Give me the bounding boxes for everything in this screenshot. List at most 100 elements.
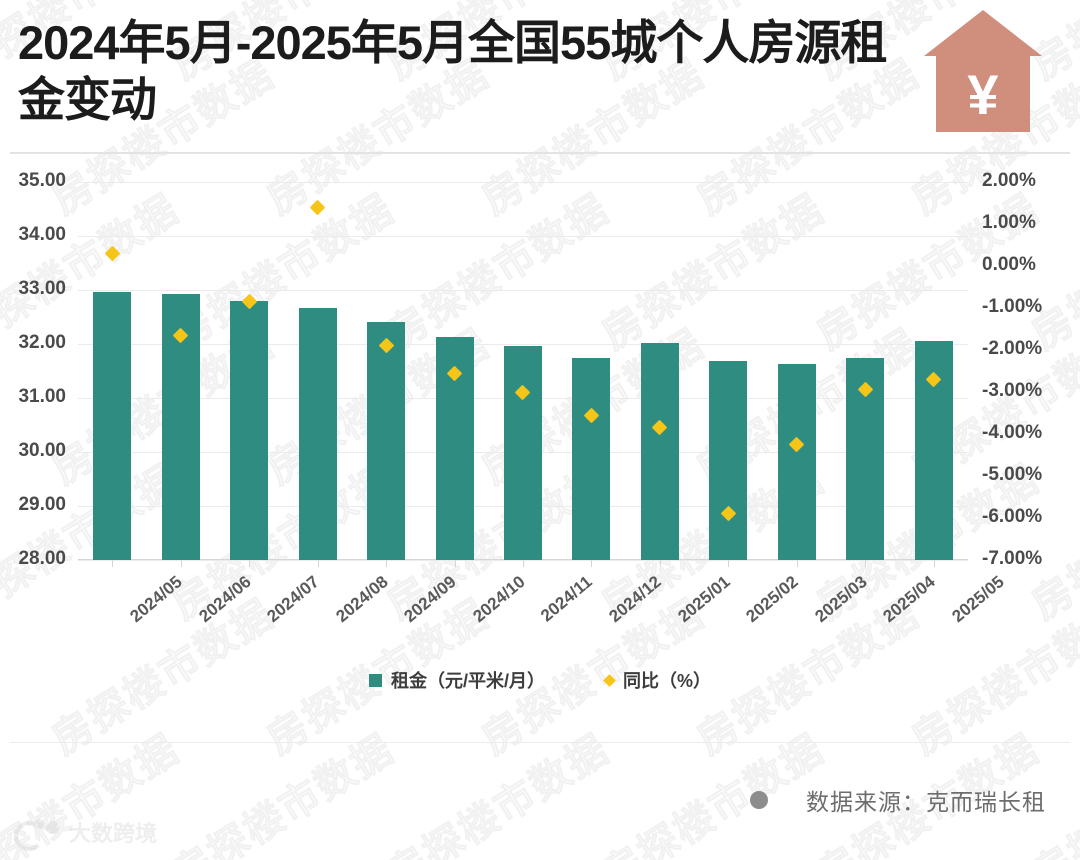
x-axis-tick	[728, 560, 730, 567]
chart-category-group: 2024/12	[557, 182, 665, 626]
brand-dot-small-icon	[34, 819, 44, 829]
chart-category-group: 2025/05	[900, 182, 1007, 626]
header: 2024年5月-2025年5月全国55城个人房源租金变动 ¥	[0, 0, 1080, 152]
x-axis-tick	[522, 560, 524, 567]
bar-rent[interactable]	[640, 342, 679, 560]
chart-category-group: 2025/04	[831, 182, 939, 626]
gridline	[78, 182, 968, 183]
y-axis-left-tick-label: 33.00	[18, 278, 66, 299]
y-axis-left-tick-label: 34.00	[18, 224, 66, 245]
chart-category-group: 2024/06	[146, 182, 254, 626]
y-axis-left-tick-label: 31.00	[18, 386, 66, 407]
x-axis-tick	[112, 560, 114, 567]
chart-category-group: 2024/07	[215, 182, 323, 626]
y-axis-right-tick-label: -3.00%	[982, 380, 1043, 401]
bullet-icon	[750, 791, 768, 809]
x-axis-tick	[933, 560, 935, 567]
data-source-text: 数据来源：克而瑞长租	[806, 789, 1046, 815]
x-axis-tick-label: 2025/04	[879, 572, 939, 627]
gridline	[78, 290, 968, 291]
watermark-text: 房探楼市数据	[164, 726, 402, 860]
x-axis-tick-label: 2025/01	[674, 572, 734, 627]
x-axis-tick	[865, 560, 867, 567]
y-axis-left-tick-label: 28.00	[18, 548, 66, 569]
chart-category-group: 2024/10	[420, 182, 528, 626]
series-group: 2024/05 2024/06 2024/07 2024/08 2024/09 2024/…	[78, 182, 1007, 626]
chart-category-group: 2025/03	[763, 182, 870, 626]
chart-legend: 租金（元/平米/月） 同比（%）	[0, 660, 1080, 700]
data-source: 数据来源：克而瑞长租	[750, 783, 1046, 817]
y-axis-right-tick-label: 2.00%	[982, 170, 1036, 191]
chart-category-group: 2025/02	[694, 182, 802, 626]
chart-category-group: 2024/05	[78, 182, 186, 626]
bar-rent[interactable]	[503, 345, 542, 560]
bar-rent[interactable]	[230, 300, 269, 560]
x-axis-tick-label: 2024/11	[537, 572, 596, 626]
x-axis-tick-label: 2025/02	[742, 572, 803, 627]
legend-label-rent: 租金（元/平米/月）	[390, 671, 545, 691]
x-axis-tick-label: 2024/09	[400, 572, 460, 627]
x-axis-tick	[591, 560, 593, 567]
footer-divider	[10, 742, 1070, 743]
y-axis-right-tick-label: -1.00%	[982, 296, 1043, 317]
plot-area: 28.00 29.00 30.00 31.00 32.00 33.00 34.00 35.00…	[18, 170, 1042, 626]
y-axis-right-tick-label: 1.00%	[982, 212, 1036, 233]
y-axis-right-tick-label: -6.00%	[982, 506, 1043, 527]
yen-glyph: ¥	[967, 63, 999, 126]
y-axis-left-tick-label: 30.00	[18, 440, 66, 461]
x-axis-tick	[796, 560, 798, 567]
x-axis-tick-label: 2024/10	[468, 572, 529, 627]
header-divider	[10, 152, 1070, 154]
chart-category-group: 2024/11	[489, 182, 596, 625]
bar-rent[interactable]	[298, 308, 337, 560]
point-yoy[interactable]	[104, 245, 120, 262]
legend-label-yoy: 同比（%）	[623, 671, 712, 691]
brand-name: 大数跨境	[69, 821, 158, 846]
gridline	[78, 236, 968, 237]
x-axis-tick	[249, 560, 251, 567]
brand-logo: 大数跨境	[14, 816, 158, 851]
y-axis-right-tick-label: -7.00%	[982, 548, 1043, 569]
y-axis-right-tick-label: -2.00%	[982, 338, 1043, 359]
legend-square-icon	[368, 673, 382, 687]
x-axis-tick	[180, 560, 182, 567]
brand-dot-large-icon	[46, 821, 59, 834]
x-axis-tick	[454, 560, 456, 567]
chart-category-group: 2024/09	[352, 182, 460, 626]
house-body-shape	[936, 55, 1030, 132]
x-axis-tick-label: 2024/12	[605, 572, 666, 627]
bar-rent[interactable]	[572, 357, 611, 560]
legend-item-yoy[interactable]: 同比（%）	[603, 667, 712, 693]
legend-diamond-icon	[603, 673, 616, 687]
bar-rent[interactable]	[93, 292, 132, 560]
rent-chart: 28.00 29.00 30.00 31.00 32.00 33.00 34.00 35.00…	[0, 160, 1080, 660]
x-axis-tick-label: 2024/08	[331, 572, 392, 627]
y-axis-left-tick-label: 32.00	[18, 332, 66, 353]
x-axis-tick-label: 2024/05	[126, 572, 186, 627]
x-axis-tick	[386, 560, 388, 567]
y-axis-right-tick-label: -5.00%	[982, 464, 1043, 485]
x-axis-tick-label: 2024/07	[263, 572, 323, 627]
chart-category-group: 2025/01	[626, 182, 734, 626]
y-axis-right-tick-label: -4.00%	[982, 422, 1043, 443]
y-axis-left-tick-label: 35.00	[18, 170, 66, 191]
bar-rent[interactable]	[709, 361, 748, 560]
watermark-text: 房探楼市数据	[379, 726, 617, 860]
x-axis-tick	[317, 560, 319, 567]
house-roof-shape	[924, 10, 1042, 56]
x-axis-tick-label: 2025/05	[948, 572, 1008, 627]
y-axis-right-tick-label: 0.00%	[982, 254, 1036, 275]
brand-mark-icon	[14, 819, 60, 851]
y-axis-left-tick-label: 29.00	[18, 494, 66, 515]
page-title: 2024年5月-2025年5月全国55城个人房源租金变动	[18, 16, 887, 126]
gridline	[78, 344, 968, 345]
legend-item-rent[interactable]: 租金（元/平米/月）	[368, 667, 545, 693]
brand-c-shape	[14, 821, 44, 851]
bar-rent[interactable]	[367, 321, 406, 560]
point-yoy[interactable]	[309, 199, 326, 215]
chart-category-group: 2024/08	[283, 182, 391, 626]
x-axis-tick-label: 2025/03	[811, 572, 871, 627]
x-axis-tick-label: 2024/06	[195, 572, 255, 627]
x-axis-tick	[659, 560, 661, 567]
bar-rent[interactable]	[777, 363, 816, 560]
